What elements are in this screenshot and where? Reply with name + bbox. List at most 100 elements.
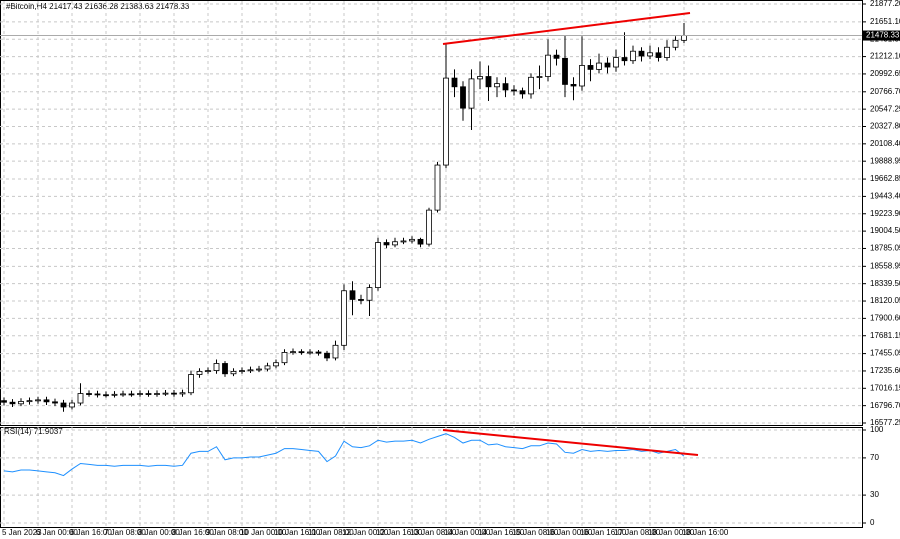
candle-body bbox=[477, 76, 483, 80]
y-tick-label: 20327.80 bbox=[870, 122, 900, 131]
candle-body bbox=[26, 400, 33, 403]
candle-body bbox=[349, 290, 356, 300]
last-price-box bbox=[863, 30, 900, 41]
candle-body bbox=[604, 62, 611, 68]
candle-body bbox=[307, 351, 313, 354]
candle-body bbox=[647, 52, 653, 57]
candle-body bbox=[681, 35, 687, 41]
x-tick-label: 12 Jan 00:00 bbox=[342, 528, 389, 537]
candle-body bbox=[655, 52, 662, 58]
candle-body bbox=[86, 393, 92, 395]
x-tick-label: 11 Jan 08:00 bbox=[308, 528, 354, 537]
candle-body bbox=[179, 392, 186, 395]
candle-body bbox=[18, 401, 24, 405]
symbol-header: #Bitcoin,H4 21417.43 21636.28 21383.63 2… bbox=[6, 2, 190, 11]
candle-body bbox=[111, 393, 118, 396]
candle-body bbox=[621, 57, 628, 62]
candle-body bbox=[417, 238, 424, 245]
y-tick-label: 21877.20 bbox=[870, 0, 900, 8]
y-tick-label: 20108.40 bbox=[870, 139, 900, 148]
y-tick-label: 20992.65 bbox=[870, 69, 900, 78]
candle-body bbox=[485, 76, 492, 88]
y-tick-label: 100 bbox=[870, 425, 884, 434]
y-tick-label: 19443.40 bbox=[870, 192, 900, 201]
candle-body bbox=[290, 351, 296, 354]
x-tick-label: 18 Jan 16:00 bbox=[682, 528, 729, 537]
x-tick-label: 9 Jan 08:00 bbox=[206, 528, 248, 537]
candle-body bbox=[324, 352, 330, 359]
candle-body bbox=[587, 65, 594, 70]
candle-body bbox=[383, 242, 390, 246]
y-tick-label: 20547.25 bbox=[870, 104, 900, 113]
candle-body bbox=[409, 238, 415, 242]
y-tick-label: 18785.05 bbox=[870, 244, 900, 253]
candle-body bbox=[94, 393, 101, 396]
candle-body bbox=[9, 401, 16, 405]
candle-body bbox=[451, 77, 458, 88]
y-tick-label: 16796.70 bbox=[870, 401, 900, 410]
candle-body bbox=[264, 365, 271, 370]
candle-body bbox=[273, 362, 279, 367]
x-tick-label: 10 Jan 00:00 bbox=[240, 528, 287, 537]
candle-body bbox=[392, 241, 398, 246]
candle-body bbox=[358, 299, 364, 301]
candle-body bbox=[196, 370, 203, 375]
candle-body bbox=[511, 89, 517, 92]
x-tick-label: 14 Jan 16:00 bbox=[478, 528, 525, 537]
candle-body bbox=[35, 399, 41, 402]
candle-body bbox=[460, 86, 466, 109]
y-tick-label: 30 bbox=[870, 490, 879, 499]
candle-body bbox=[519, 90, 526, 95]
main-panel-frame bbox=[0, 0, 863, 426]
candle-body bbox=[443, 77, 449, 166]
x-tick-label: 7 Jan 08:00 bbox=[104, 528, 146, 537]
x-tick-label: 15 Jan 08:00 bbox=[512, 528, 559, 537]
x-tick-label: 6 Jan 00:00 bbox=[36, 528, 78, 537]
y-tick-label: 17016.15 bbox=[870, 383, 900, 392]
candle-body bbox=[77, 393, 84, 404]
candle-body bbox=[154, 393, 160, 395]
y-tick-label: 17900.60 bbox=[870, 313, 900, 322]
x-tick-label: 18 Jan 00:00 bbox=[648, 528, 695, 537]
x-tick-label: 12 Jan 16:00 bbox=[376, 528, 423, 537]
candle-body bbox=[162, 392, 169, 395]
candle-body bbox=[256, 368, 262, 371]
x-tick-label: 10 Jan 16:00 bbox=[274, 528, 321, 537]
y-tick-label: 0 bbox=[870, 518, 875, 527]
candle-body bbox=[137, 393, 143, 395]
candle-body bbox=[366, 287, 373, 301]
y-tick-label: 19223.90 bbox=[870, 209, 900, 218]
candle-body bbox=[188, 374, 194, 394]
candle-body bbox=[1, 400, 7, 403]
candle-body bbox=[562, 57, 568, 85]
candle-body bbox=[103, 394, 109, 397]
candle-body bbox=[553, 54, 560, 59]
x-tick-label: 5 Jan 2023 bbox=[2, 528, 42, 537]
y-tick-label: 21651.10 bbox=[870, 17, 900, 26]
candle-body bbox=[630, 50, 636, 62]
candle-body bbox=[298, 351, 305, 354]
x-tick-label: 16 Jan 00:00 bbox=[546, 528, 593, 537]
candle-body bbox=[570, 84, 577, 87]
candle-body bbox=[205, 370, 211, 373]
candle-body bbox=[638, 50, 645, 57]
candle-body bbox=[247, 369, 254, 372]
x-tick-label: 8 Jan 16:00 bbox=[172, 528, 214, 537]
x-tick-label: 8 Jan 00:00 bbox=[138, 528, 180, 537]
candle-body bbox=[230, 370, 237, 375]
candle-body bbox=[426, 209, 432, 245]
candle-body bbox=[672, 39, 679, 48]
x-tick-label: 6 Jan 16:00 bbox=[70, 528, 112, 537]
candle-body bbox=[579, 65, 585, 87]
candle-body bbox=[120, 393, 126, 396]
trend-line bbox=[442, 12, 691, 45]
rsi-title: RSI(14) 71.9037 bbox=[4, 427, 63, 436]
candle-body bbox=[60, 402, 67, 408]
y-tick-label: 18558.95 bbox=[870, 261, 900, 270]
x-tick-label: 16 Jan 16:00 bbox=[580, 528, 627, 537]
y-tick-label: 20766.70 bbox=[870, 87, 900, 96]
candle-body bbox=[536, 76, 543, 78]
candle-body bbox=[213, 363, 220, 372]
candle-body bbox=[145, 393, 152, 395]
